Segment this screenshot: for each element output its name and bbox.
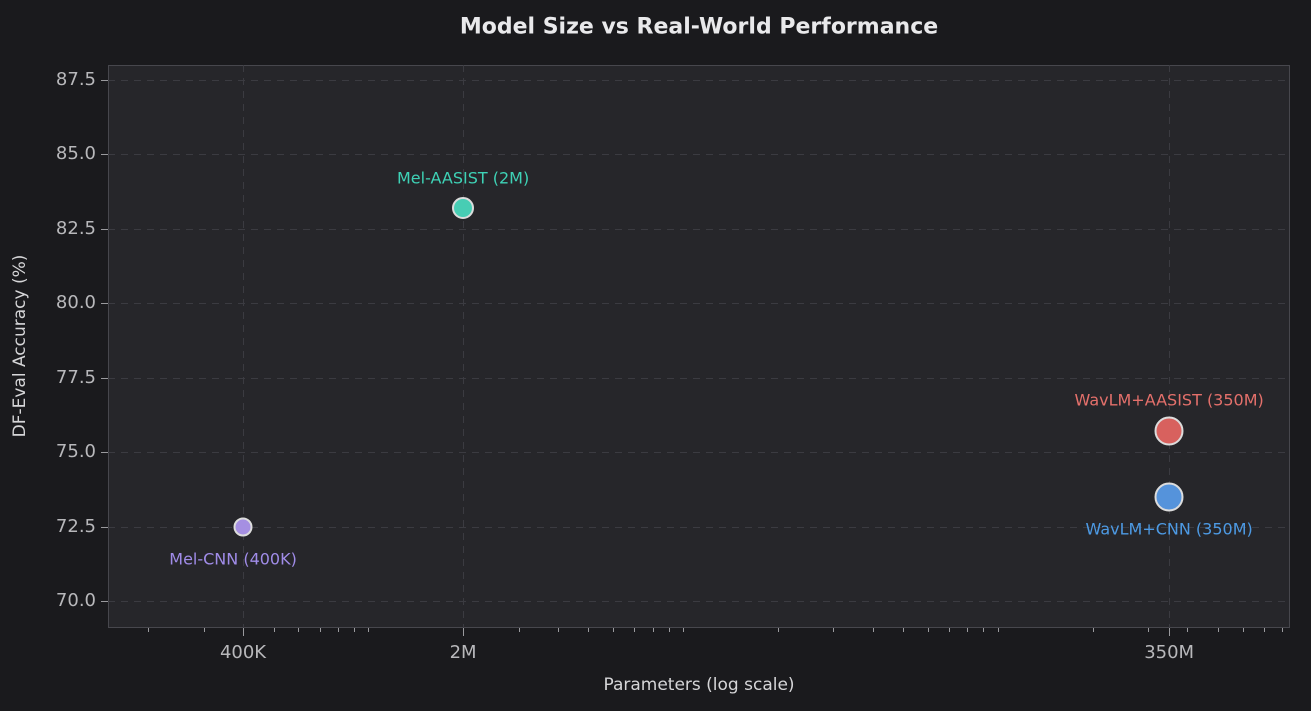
xtick-minor xyxy=(668,628,670,632)
ytick-label-85.0: 85.0 xyxy=(55,143,96,165)
xtick-minor xyxy=(518,628,520,632)
xtick-minor xyxy=(273,628,275,632)
y-axis-label: DF-Eval Accuracy (%) xyxy=(10,254,30,438)
xtick-minor xyxy=(1217,628,1219,632)
xtick-minor xyxy=(368,628,370,632)
ytick-mark-70.0 xyxy=(101,601,108,603)
xtick-minor xyxy=(652,628,654,632)
ytick-label-72.5: 72.5 xyxy=(55,515,96,537)
xtick-minor xyxy=(319,628,321,632)
ytick-mark-87.5 xyxy=(101,79,108,81)
xtick-minor xyxy=(777,628,779,632)
xtick-minor xyxy=(203,628,205,632)
xtick-minor xyxy=(588,628,590,632)
ytick-label-70.0: 70.0 xyxy=(55,590,96,612)
ytick-mark-75.0 xyxy=(101,452,108,454)
chart-title: Model Size vs Real-World Performance xyxy=(459,14,939,40)
xtick-minor xyxy=(928,628,930,632)
xtick-mark-350M xyxy=(1169,628,1171,636)
xtick-minor xyxy=(949,628,951,632)
xtick-minor xyxy=(1187,628,1189,632)
xtick-minor xyxy=(833,628,835,632)
xtick-minor xyxy=(1263,628,1265,632)
xtick-mark-400K xyxy=(243,628,245,636)
ytick-mark-80.0 xyxy=(101,303,108,305)
ytick-mark-85.0 xyxy=(101,154,108,156)
ytick-mark-72.5 xyxy=(101,526,108,528)
xtick-minor xyxy=(1148,628,1150,632)
xtick-label-350M: 350M xyxy=(1144,642,1195,663)
xtick-label-2M: 2M xyxy=(449,642,477,663)
xtick-minor xyxy=(337,628,339,632)
xtick-minor xyxy=(148,628,150,632)
ytick-label-82.5: 82.5 xyxy=(55,217,96,239)
xtick-minor xyxy=(1092,628,1094,632)
xtick-mark-2M xyxy=(463,628,465,636)
ytick-label-75.0: 75.0 xyxy=(55,441,96,463)
xtick-minor xyxy=(967,628,969,632)
xtick-minor xyxy=(613,628,615,632)
xtick-minor xyxy=(353,628,355,632)
ytick-mark-77.5 xyxy=(101,377,108,379)
xtick-minor xyxy=(298,628,300,632)
xtick-minor xyxy=(1282,628,1284,632)
x-axis-label: Parameters (log scale) xyxy=(603,675,795,695)
xtick-minor xyxy=(872,628,874,632)
xtick-minor xyxy=(634,628,636,632)
plot-area xyxy=(108,65,1290,628)
xtick-minor xyxy=(1242,628,1244,632)
xtick-minor xyxy=(903,628,905,632)
xtick-minor xyxy=(557,628,559,632)
xtick-minor xyxy=(983,628,985,632)
ytick-label-87.5: 87.5 xyxy=(55,68,96,90)
ytick-mark-82.5 xyxy=(101,228,108,230)
xtick-label-400K: 400K xyxy=(219,642,267,663)
xtick-minor xyxy=(997,628,999,632)
xtick-minor xyxy=(683,628,685,632)
